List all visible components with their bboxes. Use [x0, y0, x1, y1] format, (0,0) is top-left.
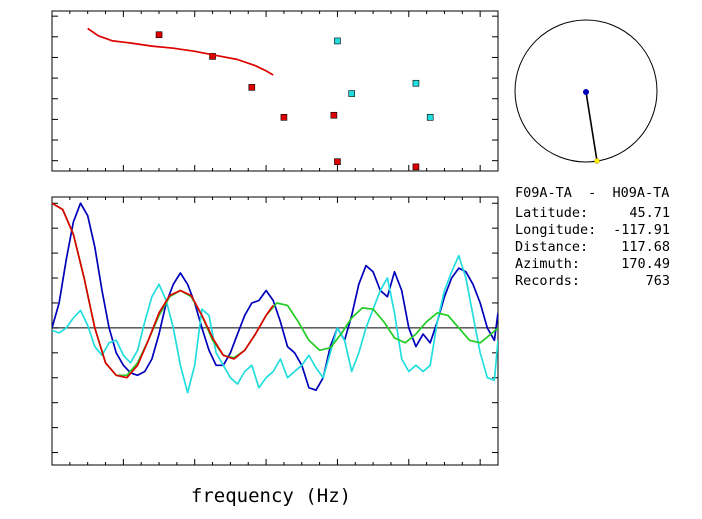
data-point: [334, 158, 341, 166]
plot-frame: [51, 10, 499, 172]
distance-value: 117.68: [621, 239, 670, 255]
series-line: [52, 202, 498, 392]
x-axis-title: frequency (Hz): [191, 485, 351, 507]
station-pair-label: F09A-TA - H09A-TA: [515, 185, 670, 201]
azimuth-path-line: [585, 91, 598, 162]
info-row-records: Records: 763: [515, 273, 670, 289]
data-point: [330, 111, 338, 119]
data-point: [334, 37, 341, 45]
azimuth-label: Azimuth:: [515, 256, 581, 272]
info-row-azimuth: Azimuth: 170.49: [515, 256, 670, 272]
series-line: [52, 202, 498, 377]
distance-label: Distance:: [515, 239, 589, 255]
station-marker-origin: [583, 89, 589, 95]
records-label: Records:: [515, 273, 581, 289]
data-point: [248, 84, 256, 91]
records-value: 763: [645, 273, 670, 289]
data-point: [155, 31, 163, 39]
azimuth-value: 170.49: [621, 256, 670, 272]
info-row-longitude: Longitude: -117.91: [515, 222, 670, 238]
series-line: [52, 202, 274, 379]
dispersion-plot: [51, 10, 499, 172]
data-point: [412, 163, 420, 171]
info-row-latitude: Latitude: 45.71: [515, 205, 670, 221]
series-line: [52, 254, 498, 394]
data-point: [426, 114, 434, 121]
plot-frame: [51, 196, 499, 466]
info-row-distance: Distance: 117.68: [515, 239, 670, 255]
data-point: [412, 79, 420, 87]
data-point: [209, 53, 216, 60]
spectrum-plot: [51, 196, 499, 466]
longitude-value: -117.91: [613, 222, 670, 238]
longitude-label: Longitude:: [515, 222, 597, 238]
latitude-value: 45.71: [629, 205, 670, 221]
station-marker-destination: [594, 158, 600, 164]
data-point: [348, 90, 356, 97]
data-point: [280, 114, 288, 121]
series-line: [87, 27, 274, 76]
azimuth-circle: [514, 19, 658, 163]
latitude-label: Latitude:: [515, 205, 589, 221]
azimuth-inset: [514, 19, 658, 164]
